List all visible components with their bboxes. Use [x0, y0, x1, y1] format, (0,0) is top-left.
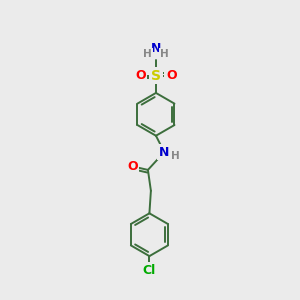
Text: H: H — [160, 49, 169, 59]
Text: H: H — [143, 49, 152, 59]
Text: S: S — [151, 69, 161, 83]
Text: O: O — [166, 69, 177, 82]
Text: O: O — [127, 160, 138, 173]
Text: Cl: Cl — [143, 264, 156, 277]
Text: N: N — [151, 42, 161, 56]
Text: H: H — [171, 151, 180, 160]
Text: N: N — [159, 146, 169, 159]
Text: O: O — [135, 69, 146, 82]
